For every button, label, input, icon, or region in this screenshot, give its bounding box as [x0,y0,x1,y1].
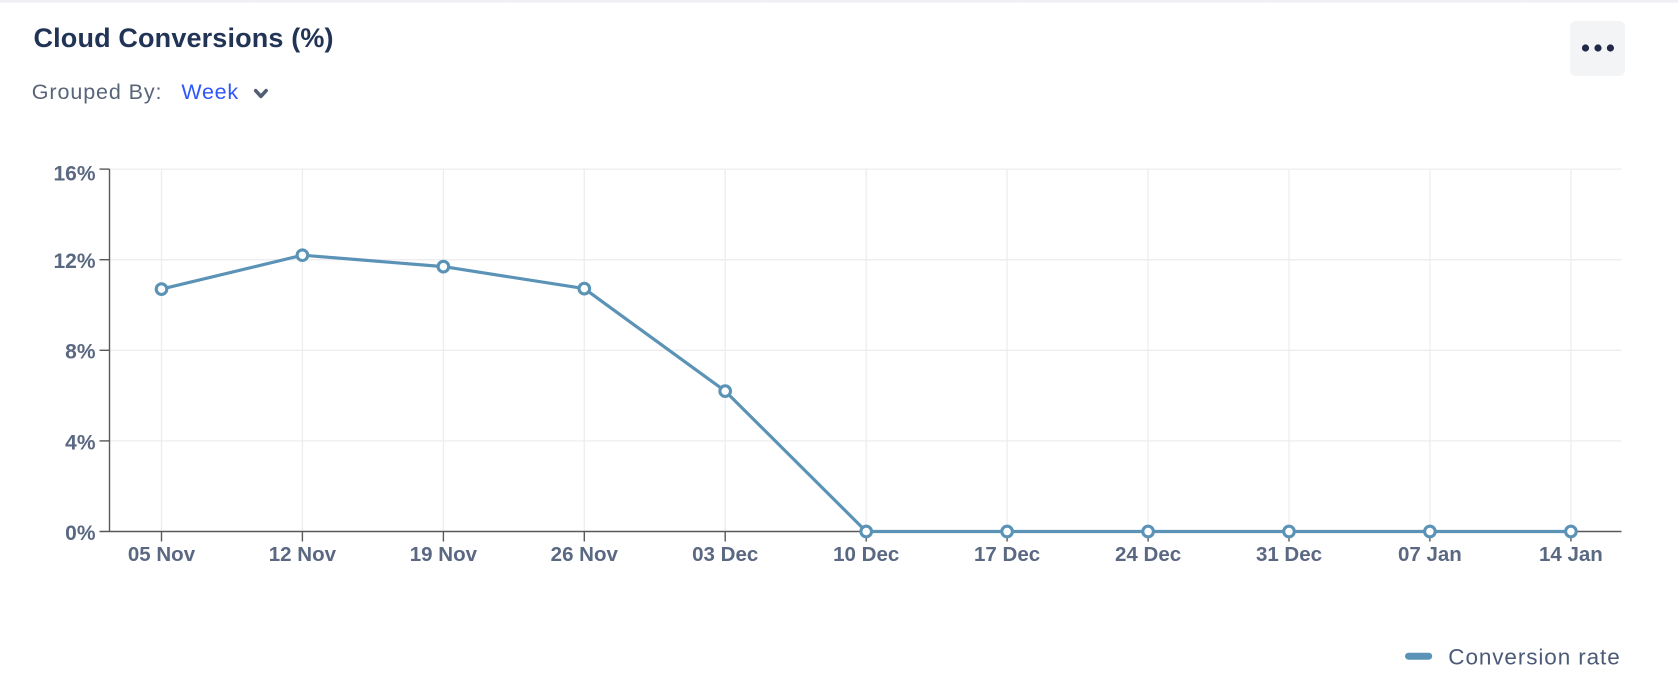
svg-text:26 Nov: 26 Nov [551,543,619,566]
svg-text:0%: 0% [65,522,96,545]
svg-text:4%: 4% [65,431,96,454]
svg-text:10 Dec: 10 Dec [833,543,899,566]
svg-text:19 Nov: 19 Nov [410,543,478,566]
svg-text:14 Jan: 14 Jan [1539,543,1603,566]
svg-text:Conversion rate: Conversion rate [1448,644,1620,669]
svg-text:17 Dec: 17 Dec [974,543,1040,566]
svg-text:05 Nov: 05 Nov [128,543,196,566]
svg-text:24 Dec: 24 Dec [1115,543,1181,566]
svg-text:31 Dec: 31 Dec [1256,543,1322,566]
svg-text:12 Nov: 12 Nov [269,543,337,566]
svg-text:03 Dec: 03 Dec [692,543,758,566]
svg-text:12%: 12% [53,250,95,273]
svg-text:16%: 16% [53,163,95,186]
svg-text:8%: 8% [65,341,96,364]
svg-text:07 Jan: 07 Jan [1398,543,1462,566]
